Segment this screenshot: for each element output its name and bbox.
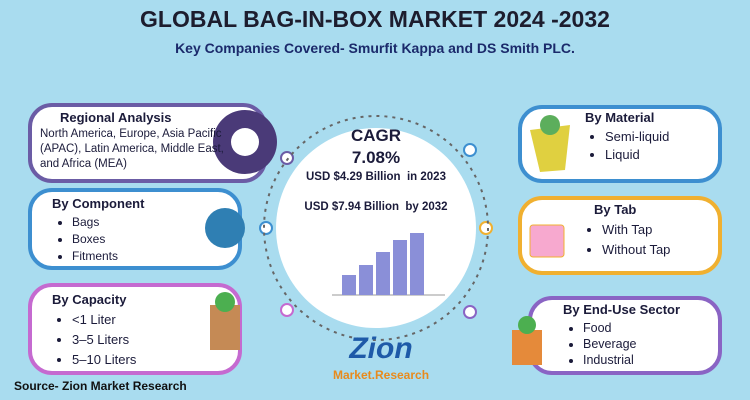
icon — [231, 128, 259, 156]
panel-list: Semi-liquidLiquid — [585, 128, 715, 164]
dot — [280, 151, 294, 165]
mini-bar — [410, 233, 424, 295]
icon — [540, 115, 560, 135]
panel-list: With TapWithout Tap — [582, 220, 712, 260]
cagr-label: CAGR — [350, 126, 402, 145]
dot — [463, 305, 477, 319]
icon — [215, 292, 235, 312]
list-item: Bags — [72, 214, 202, 231]
source: Source- Zion Market Research — [14, 379, 187, 393]
icon — [530, 125, 570, 172]
list-item: With Tap — [602, 220, 712, 240]
dot — [479, 221, 493, 235]
list-item: 5–10 Liters — [72, 350, 202, 370]
list-item: Industrial — [583, 352, 718, 368]
value-2032: USD $7.94 Billion by 2032 — [304, 201, 448, 213]
list-item: Fitments — [72, 248, 202, 265]
list-item: Beverage — [583, 336, 718, 352]
icon — [529, 224, 565, 258]
panel-title: By Capacity — [52, 292, 127, 307]
logo-tagline: Market.Research — [332, 368, 430, 382]
panel-title: By Material — [585, 110, 655, 125]
dot — [259, 221, 273, 235]
mini-bar — [376, 252, 390, 295]
panel-title: Regional Analysis — [60, 110, 172, 125]
panel-title: By End-Use Sector — [563, 302, 681, 317]
mini-bar — [342, 275, 356, 295]
mini-bar — [393, 240, 407, 295]
list-item: Food — [583, 320, 718, 336]
subtitle: Key Companies Covered- Smurfit Kappa and… — [175, 40, 575, 56]
icon — [205, 208, 245, 248]
list-item: 3–5 Liters — [72, 330, 202, 350]
panel-list: BagsBoxesFitments — [52, 214, 202, 265]
list-item: <1 Liter — [72, 310, 202, 330]
panel-list: <1 Liter3–5 Liters5–10 Liters — [52, 310, 202, 370]
panel-box — [518, 105, 722, 183]
title: GLOBAL BAG-IN-BOX MARKET 2024 -2032 — [140, 6, 610, 32]
list-item: Boxes — [72, 231, 202, 248]
panel-list: FoodBeverageIndustrial — [563, 320, 718, 368]
value-2023: USD $4.29 Billion in 2023 — [306, 171, 446, 183]
cagr-value: 7.08% — [351, 148, 401, 167]
icon — [210, 305, 240, 350]
panel-text: North America, Europe, Asia Pacific (APA… — [40, 128, 224, 170]
panel-title: By Tab — [594, 202, 637, 217]
icon — [518, 316, 536, 334]
list-item: Without Tap — [602, 240, 712, 260]
panel-box — [518, 196, 722, 275]
center-circle — [276, 128, 476, 328]
mini-bar — [359, 265, 373, 295]
panel-title: By Component — [52, 196, 145, 211]
icon — [512, 330, 542, 365]
list-item: Liquid — [605, 146, 715, 164]
list-item: Semi-liquid — [605, 128, 715, 146]
dot — [463, 143, 477, 157]
logo-name: Zion — [349, 332, 413, 365]
dot — [280, 303, 294, 317]
dashed-ring — [263, 115, 489, 341]
